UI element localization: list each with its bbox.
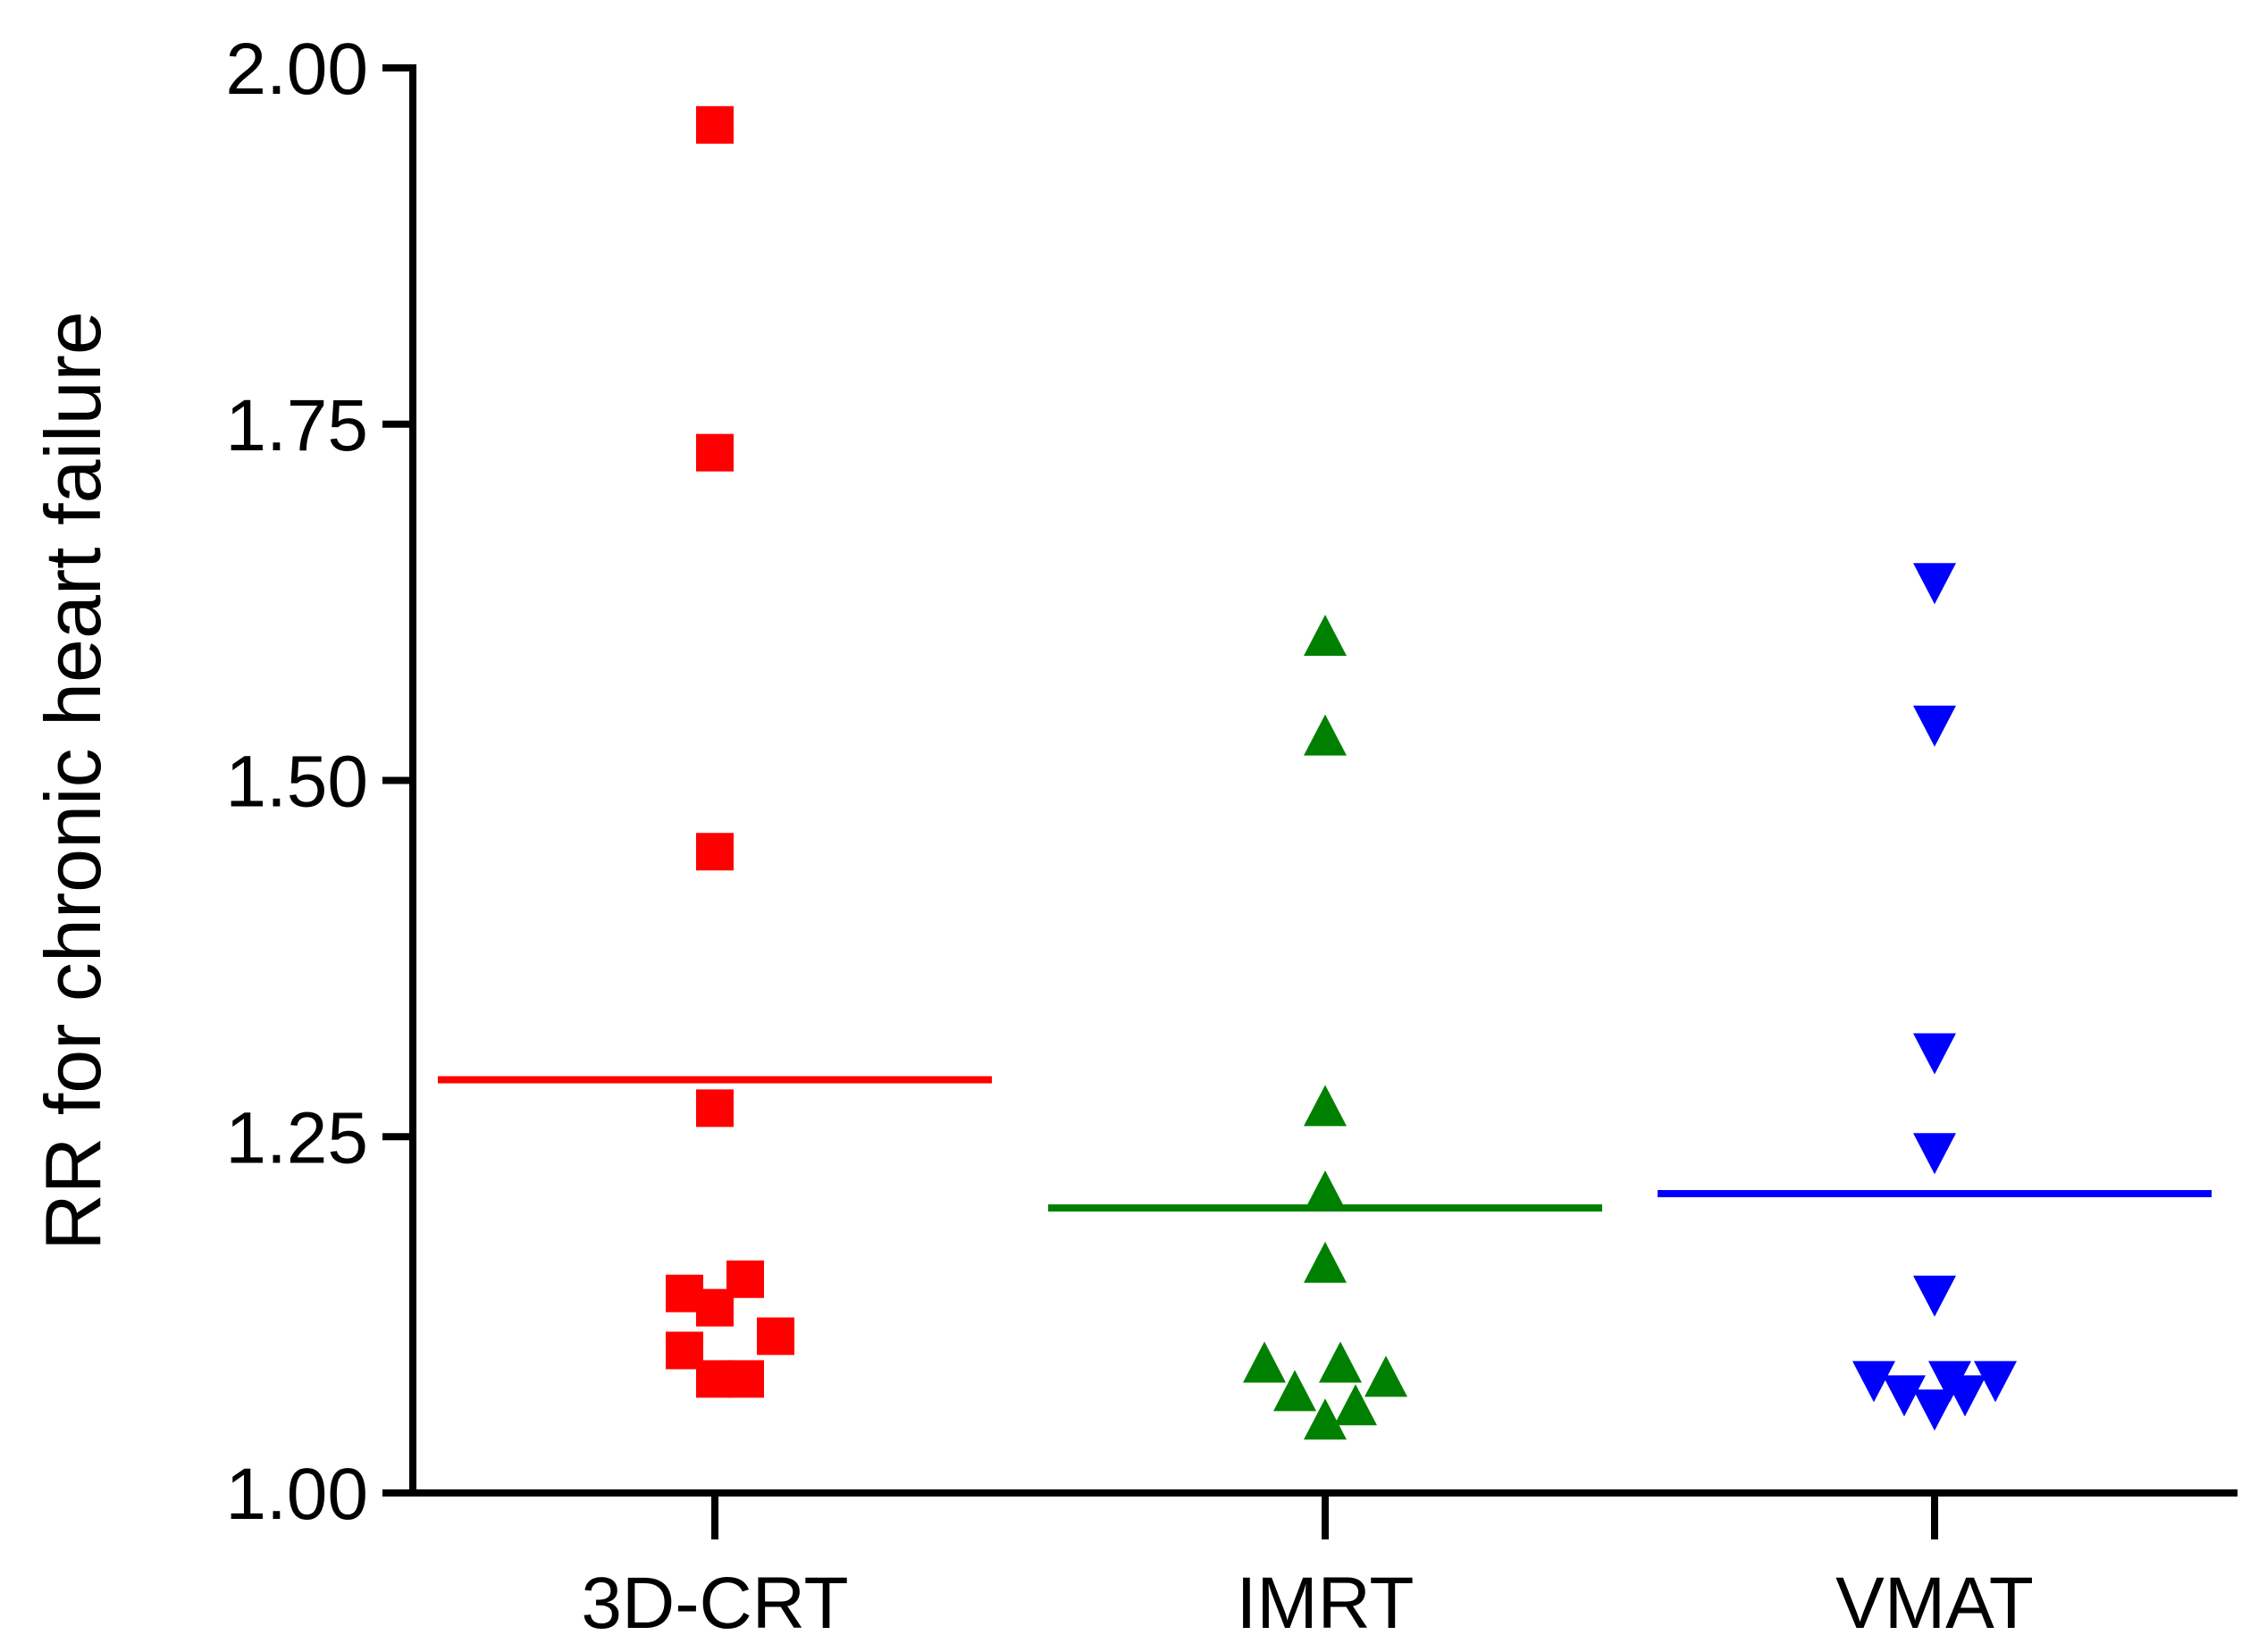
data-point-square: [757, 1317, 794, 1355]
data-point-triangle-down: [1913, 705, 1956, 747]
x-ticks: 3D-CRT IMRT VMAT: [581, 1493, 2034, 1644]
data-point-triangle-up: [1334, 1384, 1377, 1426]
data-point-triangle-up: [1304, 1398, 1347, 1440]
x-tick-label: 3D-CRT: [581, 1563, 848, 1644]
data-points: [666, 105, 2017, 1440]
y-tick-label: 1.75: [225, 385, 368, 466]
data-point-triangle-up: [1319, 1341, 1362, 1383]
data-point-square: [726, 1360, 764, 1398]
data-point-square: [696, 833, 734, 871]
data-point-triangle-up: [1304, 1241, 1347, 1283]
y-tick-label: 2.00: [225, 29, 368, 110]
y-ticks: 1.00 1.25 1.50 1.75 2.00: [225, 29, 413, 1535]
data-point-triangle-up: [1304, 714, 1347, 756]
data-point-triangle-down: [1944, 1375, 1986, 1417]
data-point-square: [696, 1089, 734, 1128]
x-tick-label: IMRT: [1237, 1563, 1415, 1644]
data-point-square: [696, 1288, 734, 1327]
data-point-square: [696, 433, 734, 472]
data-point-triangle-down: [1913, 563, 1956, 605]
data-point-triangle-down: [1913, 1133, 1956, 1175]
data-point-triangle-down: [1913, 1033, 1956, 1075]
y-axis-title: RR for chronic heart failure: [29, 311, 117, 1251]
data-point-triangle-up: [1273, 1370, 1316, 1412]
y-tick-label: 1.00: [225, 1454, 368, 1535]
data-point-triangle-down: [1974, 1361, 2017, 1403]
data-point-triangle-up: [1304, 1170, 1347, 1212]
y-tick-label: 1.25: [225, 1097, 368, 1178]
data-point-triangle-down: [1913, 1389, 1956, 1431]
x-tick-label: VMAT: [1835, 1563, 2034, 1644]
data-point-triangle-up: [1304, 615, 1347, 656]
y-tick-label: 1.50: [225, 742, 368, 823]
data-point-triangle-down: [1852, 1361, 1895, 1403]
data-point-triangle-up: [1243, 1341, 1286, 1383]
data-point-square: [696, 105, 734, 144]
data-point-triangle-down: [1913, 1275, 1956, 1317]
data-point-triangle-up: [1364, 1355, 1407, 1397]
data-point-triangle-down: [1883, 1375, 1926, 1417]
data-point-triangle-up: [1304, 1085, 1347, 1127]
